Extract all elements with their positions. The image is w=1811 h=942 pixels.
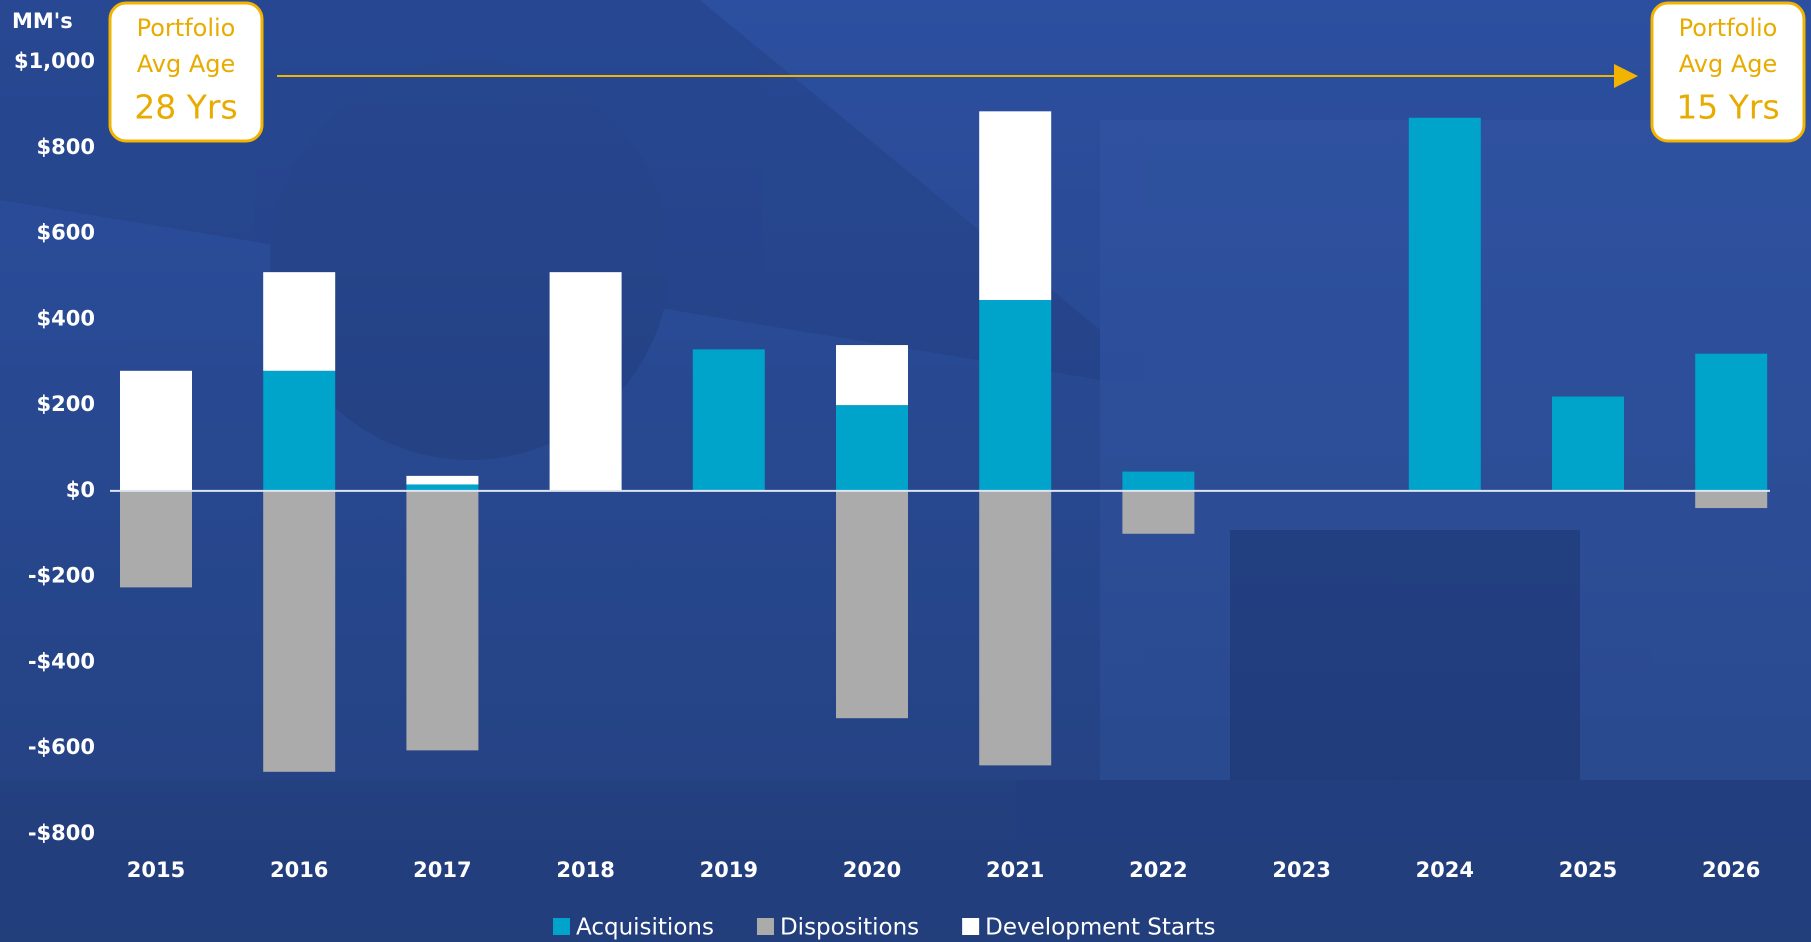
bar xyxy=(406,490,479,751)
annotation-text: Portfolio xyxy=(137,14,236,42)
bar xyxy=(836,345,908,406)
x-tick-label: 2021 xyxy=(986,858,1044,882)
annotation-box xyxy=(1650,1,1806,143)
bar xyxy=(263,490,336,772)
legend-swatch xyxy=(553,918,570,935)
bar xyxy=(120,370,192,491)
bar xyxy=(979,111,1052,301)
bar xyxy=(406,484,479,491)
bar xyxy=(263,370,336,491)
bar xyxy=(692,349,765,491)
y-tick-label: $400 xyxy=(37,306,95,330)
annotation-text: 15 Yrs xyxy=(1676,88,1779,127)
legend-label: Development Starts xyxy=(985,915,1215,941)
legend-swatch xyxy=(962,918,980,935)
y-tick-label: -$200 xyxy=(28,564,95,588)
bar xyxy=(263,272,336,371)
bar xyxy=(1122,471,1195,491)
bar xyxy=(836,490,908,719)
bar xyxy=(406,475,479,485)
annotation-box xyxy=(108,1,264,143)
annotation-text: Avg Age xyxy=(137,50,236,78)
bar xyxy=(120,490,192,588)
bar xyxy=(549,272,622,491)
x-tick-label: 2019 xyxy=(700,858,758,882)
y-tick-label: -$800 xyxy=(28,821,95,845)
bar xyxy=(836,405,908,491)
x-tick-label: 2024 xyxy=(1416,858,1474,882)
y-tick-label: $200 xyxy=(37,392,95,416)
bar xyxy=(979,490,1052,766)
y-tick-label: -$400 xyxy=(28,649,95,673)
bar xyxy=(1552,396,1624,491)
x-tick-label: 2023 xyxy=(1272,858,1330,882)
legend-label: Dispositions xyxy=(780,915,919,941)
x-tick-label: 2018 xyxy=(556,858,614,882)
legend-swatch xyxy=(756,918,774,935)
x-tick-label: 2015 xyxy=(127,858,185,882)
bar xyxy=(1122,490,1195,534)
y-tick-label: -$600 xyxy=(28,735,95,759)
y-tick-label: $1,000 xyxy=(14,49,95,73)
y-tick-label: $0 xyxy=(66,478,95,502)
y-axis-label: MM's xyxy=(12,9,73,33)
annotation-text: 28 Yrs xyxy=(134,88,237,127)
x-tick-label: 2016 xyxy=(270,858,328,882)
y-tick-label: $800 xyxy=(37,135,95,159)
annotation-text: Portfolio xyxy=(1679,14,1778,42)
x-tick-label: 2022 xyxy=(1129,858,1187,882)
x-tick-label: 2025 xyxy=(1559,858,1617,882)
bar xyxy=(979,300,1052,491)
annotation-text: Avg Age xyxy=(1679,50,1778,78)
bar xyxy=(1408,117,1481,491)
bar xyxy=(1695,353,1768,491)
y-tick-label: $600 xyxy=(37,221,95,245)
x-tick-label: 2020 xyxy=(843,858,901,882)
x-tick-label: 2026 xyxy=(1702,858,1760,882)
bar xyxy=(1695,490,1768,509)
legend-label: Acquisitions xyxy=(576,915,714,941)
x-tick-label: 2017 xyxy=(413,858,471,882)
